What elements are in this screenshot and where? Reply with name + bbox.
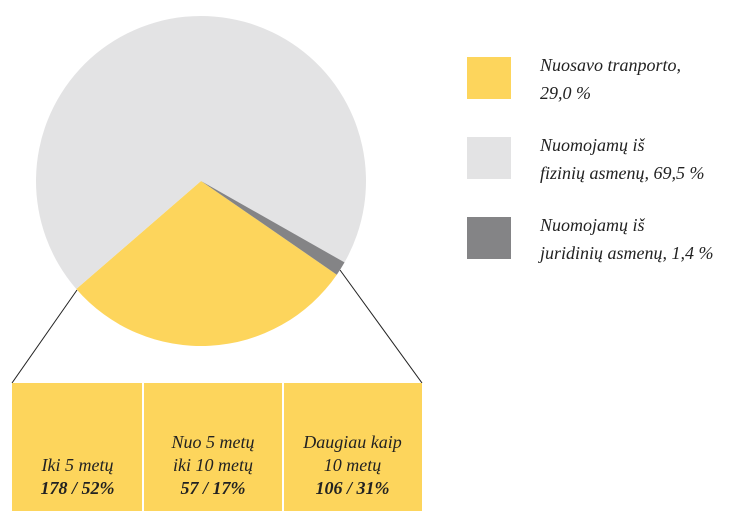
- legend-label: Nuosavo tranporto,: [539, 55, 681, 75]
- legend-label: Nuomojamų iš: [539, 215, 646, 235]
- cell-label: Iki 5 metų: [41, 455, 114, 475]
- table-cell: [144, 383, 282, 511]
- pie-slice: [201, 181, 345, 275]
- cell-value: 106 / 31%: [316, 478, 390, 498]
- cell-label: 10 metų: [324, 455, 382, 475]
- legend-swatch: [467, 137, 511, 179]
- legend-label: fizinių asmenų, 69,5 %: [540, 163, 705, 183]
- cell-value: 57 / 17%: [181, 478, 246, 498]
- cell-label: Nuo 5 metų: [171, 432, 255, 452]
- legend-swatch: [467, 57, 511, 99]
- pie-slice: [35, 15, 367, 290]
- legend-swatch: [467, 217, 511, 259]
- table-cell: [284, 383, 422, 511]
- cell-value: 178 / 52%: [41, 478, 115, 498]
- cell-label: iki 10 metų: [173, 455, 253, 475]
- legend-label: Nuomojamų iš: [539, 135, 646, 155]
- cell-label: Daugiau kaip: [302, 432, 402, 452]
- table-cell: [12, 383, 142, 511]
- connector: [11, 289, 78, 384]
- pie-slice: [76, 181, 337, 346]
- legend-label: juridinių asmenų, 1,4 %: [538, 243, 714, 263]
- legend-label: 29,0 %: [540, 83, 591, 103]
- connector: [339, 269, 423, 384]
